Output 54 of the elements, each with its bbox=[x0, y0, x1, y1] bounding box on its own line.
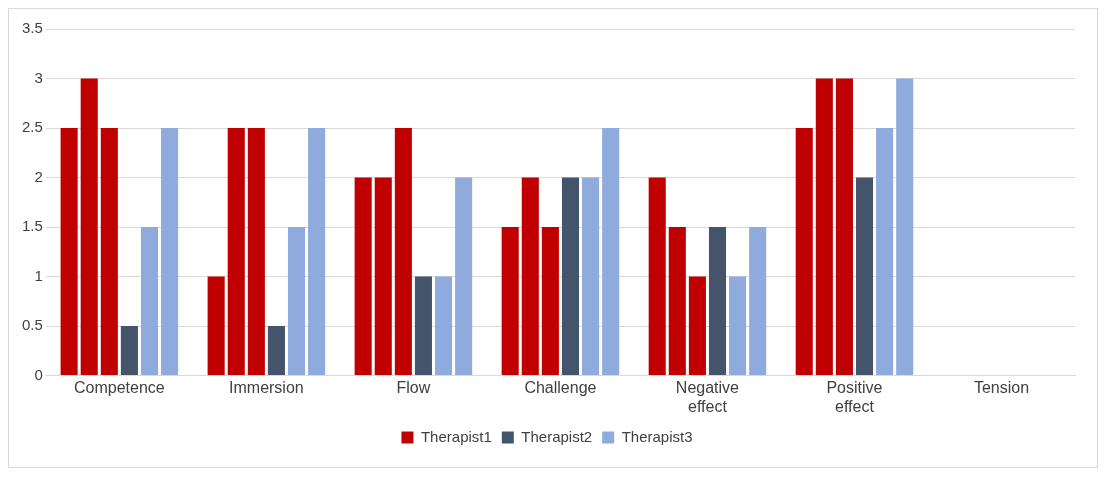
bar bbox=[602, 128, 620, 376]
bar bbox=[455, 177, 473, 376]
y-tick-label: 3 bbox=[34, 68, 43, 86]
bar bbox=[60, 128, 78, 376]
bar bbox=[708, 227, 727, 376]
bar bbox=[855, 177, 874, 376]
bar bbox=[749, 227, 767, 376]
x-tick-label: Positive effect bbox=[826, 378, 883, 415]
y-tick-label: 1 bbox=[34, 266, 43, 284]
bar bbox=[435, 276, 453, 376]
y-tick-label: 0 bbox=[34, 365, 43, 383]
bar bbox=[394, 128, 412, 376]
bar bbox=[541, 227, 559, 376]
bar bbox=[80, 78, 98, 376]
bar bbox=[648, 177, 666, 376]
bar bbox=[227, 128, 245, 376]
bar bbox=[287, 227, 306, 376]
x-tick-label: Tension bbox=[973, 378, 1030, 396]
bar bbox=[561, 177, 580, 376]
bar bbox=[207, 276, 225, 376]
bar bbox=[354, 177, 372, 376]
x-tick-label: Immersion bbox=[229, 378, 304, 396]
bar bbox=[140, 227, 159, 376]
bar bbox=[414, 276, 432, 376]
bar bbox=[247, 128, 265, 376]
bar bbox=[795, 128, 813, 376]
bar bbox=[161, 128, 179, 376]
bar bbox=[729, 276, 747, 376]
y-tick-label: 1.5 bbox=[21, 217, 43, 235]
legend-label: Therapist2 bbox=[521, 427, 593, 445]
bar bbox=[267, 326, 285, 376]
bar bbox=[876, 128, 894, 376]
y-tick-label: 2.5 bbox=[21, 118, 43, 136]
y-tick-label: 3.5 bbox=[21, 19, 43, 37]
y-tick-label: 0.5 bbox=[21, 316, 43, 334]
legend-label: Therapist1 bbox=[420, 427, 492, 445]
bar bbox=[120, 326, 138, 376]
bar bbox=[100, 128, 118, 376]
bar bbox=[501, 227, 519, 376]
bar bbox=[521, 177, 539, 376]
legend-label: Therapist3 bbox=[621, 427, 693, 445]
bar bbox=[835, 78, 853, 376]
bar bbox=[815, 78, 833, 376]
bar bbox=[896, 78, 914, 376]
bar bbox=[668, 227, 686, 376]
bar bbox=[688, 276, 706, 376]
bar bbox=[374, 177, 392, 376]
y-tick-label: 2 bbox=[34, 167, 43, 185]
x-tick-label: Competence bbox=[74, 378, 165, 396]
x-tick-label: Flow bbox=[396, 378, 431, 396]
bar bbox=[582, 177, 600, 376]
bar bbox=[308, 128, 326, 376]
x-tick-label: Negative effect bbox=[675, 378, 740, 415]
x-tick-label: Challenge bbox=[524, 378, 597, 396]
